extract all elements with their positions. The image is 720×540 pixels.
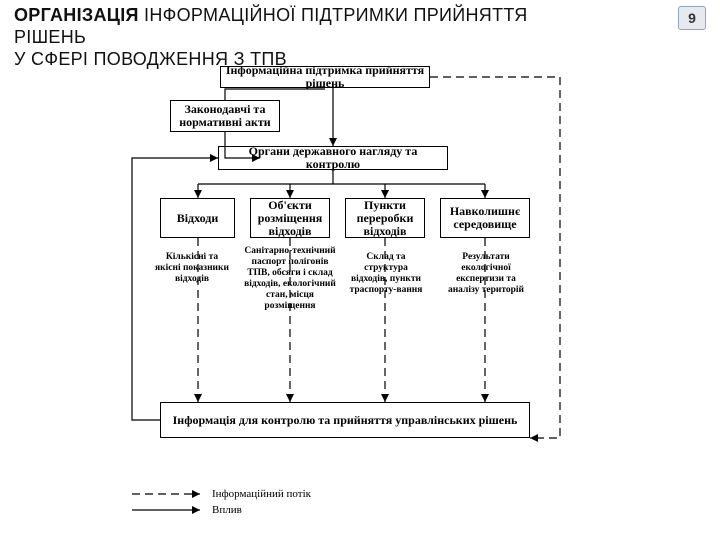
node-sites: Об'єкти розміщення відходів [250, 198, 330, 238]
page-number-badge: 9 [678, 6, 706, 30]
node-laws: Законодавчі та нормативні акти [170, 100, 280, 132]
title-line2: РІШЕНЬ [14, 27, 86, 47]
caption-recycle: Склад та структура відходів, пункти трас… [347, 252, 425, 296]
node-env: Навколишнє середовище [440, 198, 530, 238]
caption-sites: Санітарно-технічний паспорт полігонів ТП… [244, 246, 336, 312]
legend-dash-label: Інформаційний потік [212, 488, 311, 500]
page-title: ОРГАНІЗАЦІЯ ІНФОРМАЦІЙНОЇ ПІДТРИМКИ ПРИЙ… [14, 4, 614, 70]
legend-solid-label: Вплив [212, 504, 242, 516]
title-line1: ІНФОРМАЦІЙНОЇ ПІДТРИМКИ ПРИЙНЯТТЯ [139, 5, 528, 25]
node-control: Органи державного нагляду та контролю [218, 146, 448, 170]
node-waste: Відходи [160, 198, 235, 238]
node-top: Інформаційна підтримка прийняття рішень [220, 66, 430, 88]
title-bold: ОРГАНІЗАЦІЯ [14, 5, 139, 25]
node-bottom: Інформація для контролю та прийняття упр… [160, 402, 530, 438]
caption-env: Результати екологічної експертизи та ана… [440, 252, 532, 296]
node-recycle: Пункти переробки відходів [345, 198, 425, 238]
caption-waste: Кількісні та якісні показники відходів [152, 252, 232, 285]
